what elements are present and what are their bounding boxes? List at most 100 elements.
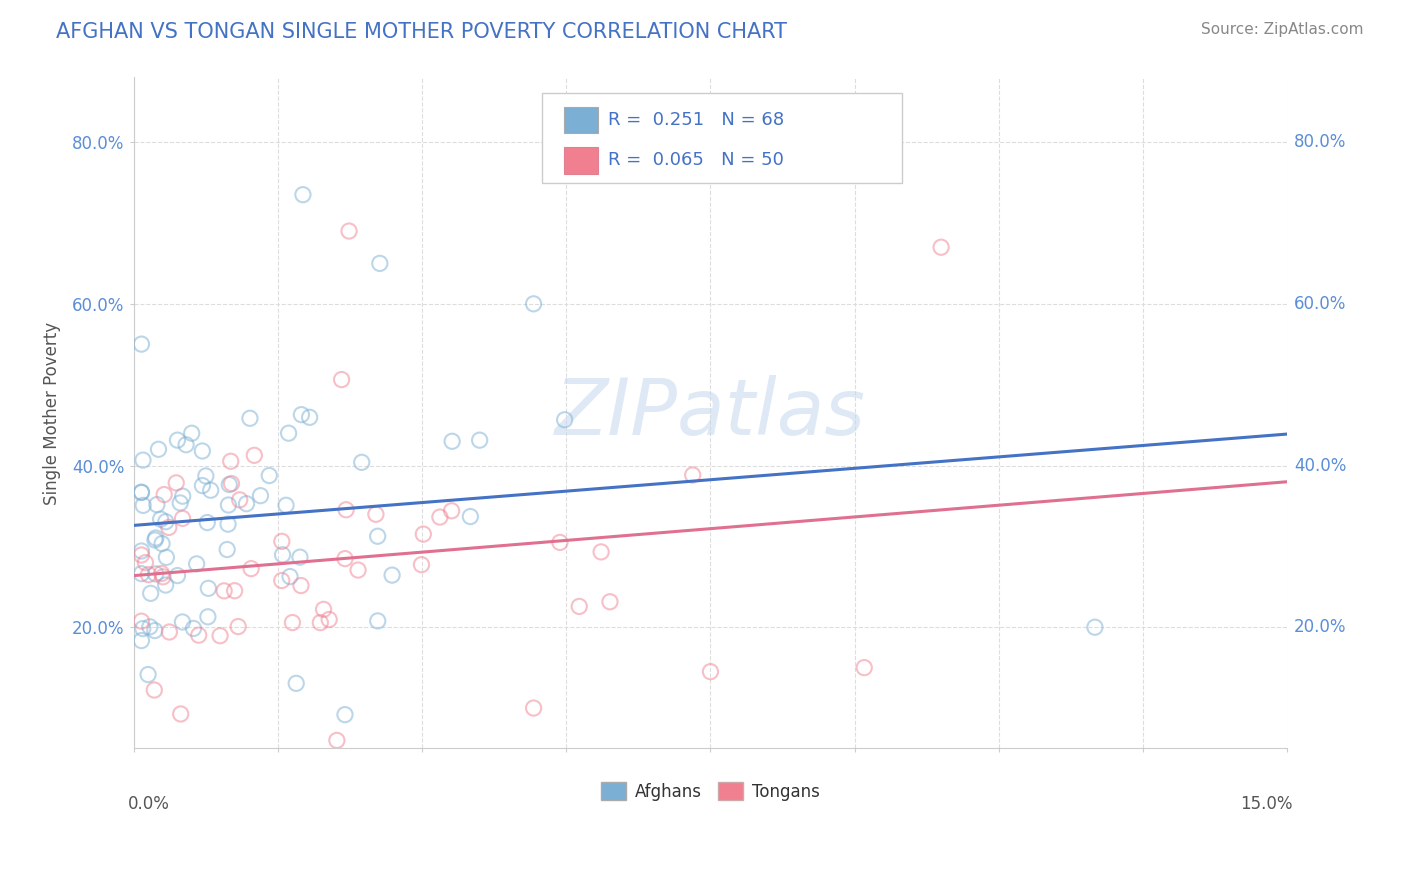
Point xyxy=(191,444,214,458)
Point xyxy=(131,544,153,558)
Point xyxy=(143,683,166,698)
Point xyxy=(131,485,153,500)
Point xyxy=(291,187,314,202)
Point xyxy=(150,566,173,581)
Point xyxy=(599,595,621,609)
Point xyxy=(186,557,208,571)
Point xyxy=(209,629,232,643)
Point xyxy=(523,701,546,715)
Point xyxy=(166,568,188,582)
Y-axis label: Single Mother Poverty: Single Mother Poverty xyxy=(44,321,60,505)
Point xyxy=(330,373,353,387)
Point xyxy=(139,586,162,600)
Point xyxy=(183,622,205,636)
Point xyxy=(166,433,188,447)
Point xyxy=(136,667,159,681)
Point xyxy=(155,578,177,592)
Point xyxy=(309,615,332,630)
Text: 60.0%: 60.0% xyxy=(1294,295,1347,313)
Point xyxy=(217,498,239,512)
Text: R =  0.251   N = 68: R = 0.251 N = 68 xyxy=(607,112,785,129)
Point xyxy=(200,483,222,498)
Point xyxy=(290,578,312,592)
Point xyxy=(441,434,464,449)
Text: 20.0%: 20.0% xyxy=(1294,618,1347,636)
Point xyxy=(197,609,219,624)
Point xyxy=(318,613,340,627)
Point xyxy=(271,548,294,562)
Point xyxy=(152,570,174,584)
Point xyxy=(277,426,299,441)
Point xyxy=(170,706,193,721)
Point xyxy=(131,548,153,562)
Point xyxy=(194,469,217,483)
Point xyxy=(312,602,335,616)
Text: 40.0%: 40.0% xyxy=(1294,457,1347,475)
Point xyxy=(172,615,194,629)
Point xyxy=(468,433,491,447)
Point xyxy=(131,614,153,628)
Point xyxy=(145,566,167,581)
Point xyxy=(131,633,153,648)
Point xyxy=(217,517,239,532)
Point xyxy=(165,475,187,490)
Point xyxy=(333,707,356,722)
Point xyxy=(239,411,262,425)
Point xyxy=(146,498,169,512)
Point xyxy=(218,477,240,491)
Point xyxy=(929,240,952,254)
Point xyxy=(145,531,167,545)
Point xyxy=(568,599,591,614)
Point xyxy=(153,487,176,501)
Point xyxy=(326,733,349,747)
Point xyxy=(1084,620,1107,634)
Point xyxy=(174,438,197,452)
Point xyxy=(381,568,404,582)
Point xyxy=(682,468,704,483)
Point xyxy=(150,536,173,550)
Point xyxy=(699,665,721,679)
Point xyxy=(219,454,242,468)
Point xyxy=(288,550,311,565)
Point xyxy=(243,448,266,462)
Point xyxy=(155,515,177,529)
Point xyxy=(412,527,434,541)
Point xyxy=(212,583,235,598)
Point xyxy=(411,558,433,572)
Legend: Afghans, Tongans: Afghans, Tongans xyxy=(595,776,827,807)
Point xyxy=(172,511,194,525)
Text: 0.0%: 0.0% xyxy=(128,796,170,814)
Point xyxy=(298,410,321,425)
Point xyxy=(591,545,613,559)
Point xyxy=(259,468,281,483)
Point xyxy=(368,256,391,270)
Point xyxy=(197,582,219,596)
Point xyxy=(226,619,249,633)
Point xyxy=(169,496,191,510)
Point xyxy=(235,497,257,511)
Point xyxy=(347,563,370,577)
Text: R =  0.065   N = 50: R = 0.065 N = 50 xyxy=(607,152,785,169)
Point xyxy=(853,660,876,674)
Point xyxy=(367,529,389,543)
Point xyxy=(172,489,194,503)
Point xyxy=(155,550,177,565)
Text: 15.0%: 15.0% xyxy=(1240,796,1294,814)
Point xyxy=(138,567,160,582)
Point xyxy=(224,583,246,598)
Point xyxy=(131,337,153,351)
Point xyxy=(217,542,239,557)
Point xyxy=(149,512,172,526)
Point xyxy=(440,504,463,518)
Point xyxy=(335,502,357,516)
Point xyxy=(132,453,155,467)
Point xyxy=(131,566,153,581)
Point xyxy=(132,499,155,513)
Text: Source: ZipAtlas.com: Source: ZipAtlas.com xyxy=(1201,22,1364,37)
Point xyxy=(364,508,387,522)
Point xyxy=(278,569,301,583)
Point xyxy=(270,574,292,588)
Point xyxy=(221,476,243,491)
Point xyxy=(134,556,156,570)
Point xyxy=(290,408,312,422)
